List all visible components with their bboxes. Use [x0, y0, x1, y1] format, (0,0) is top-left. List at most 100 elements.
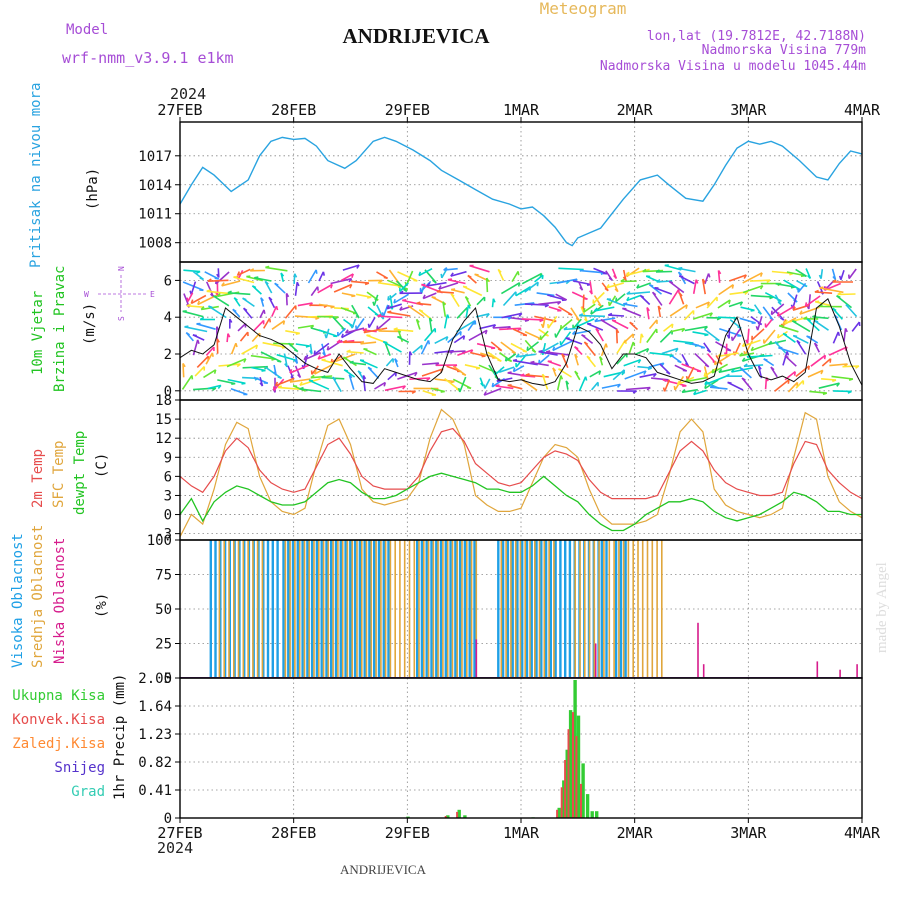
wind-arrow — [241, 344, 258, 355]
wind-arrow — [386, 303, 402, 310]
wind-arrow — [284, 305, 297, 319]
wind-arrow — [541, 374, 549, 390]
wind-arrow — [763, 329, 776, 344]
wind-arrow-head — [260, 297, 265, 302]
wind-arrow — [583, 303, 596, 313]
mid-cloud-bar — [456, 540, 458, 678]
pressure-frame — [179, 121, 863, 263]
wind-arrow-head — [242, 297, 247, 301]
wind-arrow-head — [343, 356, 348, 360]
mid-cloud-bar — [256, 540, 259, 678]
wind-arrow-head — [538, 350, 543, 353]
wind-arrow-head — [416, 301, 421, 305]
wind-arrow — [325, 328, 330, 339]
wind-arrow-head — [356, 264, 360, 269]
wind-arrow-head — [517, 327, 522, 332]
wind-arrow — [265, 266, 288, 272]
wind-arrow-head — [796, 339, 801, 344]
high-cloud-bar — [243, 540, 246, 678]
low-cloud-bar — [816, 661, 819, 678]
high-cloud-bar — [600, 540, 603, 678]
wind-arrow-head — [293, 273, 298, 278]
wind-arrow-head — [632, 390, 637, 394]
temperature-frame — [179, 399, 863, 541]
wind-arrow — [362, 375, 366, 391]
compass-s: S — [117, 316, 126, 321]
wind-arrow-head — [407, 305, 413, 309]
high-cloud-bar — [473, 540, 476, 678]
wind-arrow-head — [295, 332, 300, 335]
high-cloud-bar — [497, 540, 500, 678]
wind-arrow — [600, 319, 618, 331]
wind-arrow — [505, 353, 517, 362]
year-bottom: 2024 — [157, 839, 193, 857]
wind-arrow — [692, 312, 713, 320]
wind-arrow-head — [759, 272, 763, 277]
high-cloud-bar — [209, 540, 212, 678]
wind-arrow-head — [342, 339, 348, 344]
footer-station: ANDRIJEVICA — [340, 862, 427, 877]
wind-arrow — [580, 306, 588, 322]
wind-arrow-head — [497, 348, 503, 352]
precip-grid — [180, 677, 862, 819]
wind-arrow — [820, 269, 824, 279]
wind-arrow-head — [750, 346, 754, 351]
wind-arrow-head — [784, 319, 788, 324]
wind-arrow — [514, 302, 535, 306]
mid-cloud-bar — [432, 540, 435, 678]
wind-arrow-head — [360, 340, 365, 345]
wind-arrow — [590, 381, 599, 391]
wind-arrow — [498, 366, 515, 373]
wind-arrow-head — [227, 290, 232, 294]
precip-yticks: 0 0.41 0.82 1.23 1.64 2.05 — [138, 671, 180, 827]
wind-arrow — [351, 318, 357, 329]
wind-arrow-head — [542, 347, 545, 352]
mid-cloud-bar — [437, 540, 439, 678]
wind-arrow — [203, 369, 217, 379]
pressure-yticks: 1008 1011 1014 1017 — [138, 149, 180, 252]
wind-arrow — [373, 294, 379, 306]
wind-arrow — [332, 376, 342, 393]
wind-arrow — [227, 378, 246, 385]
wind-arrow-head — [814, 342, 818, 347]
wind-arrow — [337, 327, 346, 337]
high-cloud-bar — [373, 540, 376, 678]
high-cloud-bar — [439, 540, 443, 678]
wind-arrow-head — [679, 275, 684, 278]
wind-arrow-head — [254, 276, 259, 279]
wind-arrow-head — [605, 343, 608, 348]
wind-arrow-head — [575, 317, 580, 322]
conv-rain-bar — [456, 811, 459, 818]
wind-arrow — [434, 378, 455, 383]
year-top: 2024 — [170, 85, 206, 103]
wind-arrow — [626, 268, 650, 276]
time-label: 3MAR — [730, 101, 767, 119]
cloud-bars — [180, 540, 862, 678]
wind-arrow-head — [315, 269, 318, 274]
wind-arrow-head — [766, 279, 771, 284]
wind-arrow-head — [707, 273, 711, 278]
mid-cloud-bar — [294, 540, 296, 678]
wind-arrow-head — [832, 379, 837, 383]
wind-arrow-head — [518, 312, 523, 317]
temp-2m-line — [179, 427, 863, 500]
wind-arrow-head — [362, 328, 367, 331]
mid-cloud-bar — [470, 540, 473, 678]
wind-arrow — [475, 313, 490, 318]
wind-arrow-head — [539, 319, 544, 323]
wind-arrow-head — [820, 370, 824, 375]
wind-arrow-head — [557, 301, 562, 305]
wind-arrow — [743, 364, 764, 368]
wind-arrow-head — [671, 323, 674, 329]
wind-arrow — [797, 282, 807, 293]
wind-arrow-head — [741, 377, 746, 381]
wind-arrow — [594, 306, 615, 312]
wind-arrow-head — [332, 376, 337, 381]
wind-arrow-head — [540, 323, 544, 329]
total-rain-bar — [585, 794, 590, 818]
wind-arrow — [717, 299, 731, 309]
wind-arrow — [648, 319, 658, 330]
high-cloud-bar — [444, 540, 447, 678]
wind-arrow-head — [507, 371, 512, 374]
wind-arrow — [303, 351, 321, 361]
